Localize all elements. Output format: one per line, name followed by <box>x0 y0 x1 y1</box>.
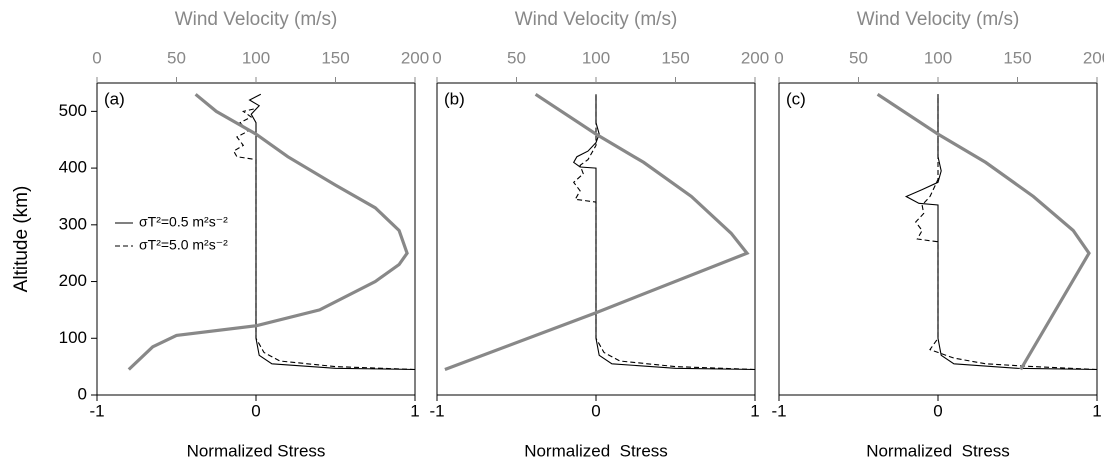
y-tick-label: 500 <box>59 101 87 120</box>
x-tick-label: 0 <box>933 401 942 420</box>
x2-tick-label: 200 <box>1083 48 1104 67</box>
y-tick-label: 200 <box>59 271 87 290</box>
stress-line <box>904 94 1098 371</box>
panel-label: (a) <box>104 89 125 108</box>
stress-line <box>914 94 1098 371</box>
x2-tick-label: 150 <box>321 48 349 67</box>
x2-tick-label: 100 <box>242 48 270 67</box>
x2-tick-label: 200 <box>741 48 769 67</box>
wind-line <box>127 93 409 371</box>
stress-line <box>248 93 416 371</box>
panel-label: (c) <box>786 89 806 108</box>
x2-tick-label: 50 <box>507 48 526 67</box>
x-axis-title: Normalized Stress <box>866 441 1010 460</box>
y-tick-label: 0 <box>78 384 87 403</box>
x2-tick-label: 150 <box>1003 48 1031 67</box>
x2-tick-label: 150 <box>661 48 689 67</box>
x2-axis-title: Wind Velocity (m/s) <box>515 9 678 30</box>
x-tick-label: -1 <box>89 401 104 420</box>
x-tick-label: 1 <box>750 401 759 420</box>
x2-tick-label: 100 <box>924 48 952 67</box>
panel-label: (b) <box>444 89 465 108</box>
y-tick-label: 400 <box>59 158 87 177</box>
x2-tick-label: 200 <box>401 48 429 67</box>
wind-line <box>444 92 750 371</box>
stress-line <box>232 107 416 371</box>
x-tick-label: 1 <box>1092 401 1101 420</box>
y-tick-label: 100 <box>59 328 87 347</box>
x2-tick-label: 100 <box>582 48 610 67</box>
x-tick-label: 0 <box>251 401 260 420</box>
x-axis-title: Normalized Stress <box>187 441 326 460</box>
legend-label: σT²=0.5 m²s⁻² <box>139 214 228 230</box>
x2-axis-title: Wind Velocity (m/s) <box>175 9 338 30</box>
y-axis-title: Altitude (km) <box>11 186 32 293</box>
x-axis-title: Normalized Stress <box>524 441 668 460</box>
x2-tick-label: 0 <box>774 48 783 67</box>
x2-tick-label: 50 <box>167 48 186 67</box>
x2-tick-label: 50 <box>849 48 868 67</box>
x-tick-label: 0 <box>591 401 600 420</box>
x-tick-label: 1 <box>410 401 419 420</box>
x-tick-label: -1 <box>771 401 786 420</box>
x2-axis-title: Wind Velocity (m/s) <box>857 9 1020 30</box>
legend-label: σT²=5.0 m²s⁻² <box>139 237 228 253</box>
x-tick-label: -1 <box>429 401 444 420</box>
x2-tick-label: 0 <box>92 48 101 67</box>
y-tick-label: 300 <box>59 214 87 233</box>
x2-tick-label: 0 <box>432 48 441 67</box>
wind-line <box>876 92 1091 371</box>
stress-line <box>572 94 756 371</box>
